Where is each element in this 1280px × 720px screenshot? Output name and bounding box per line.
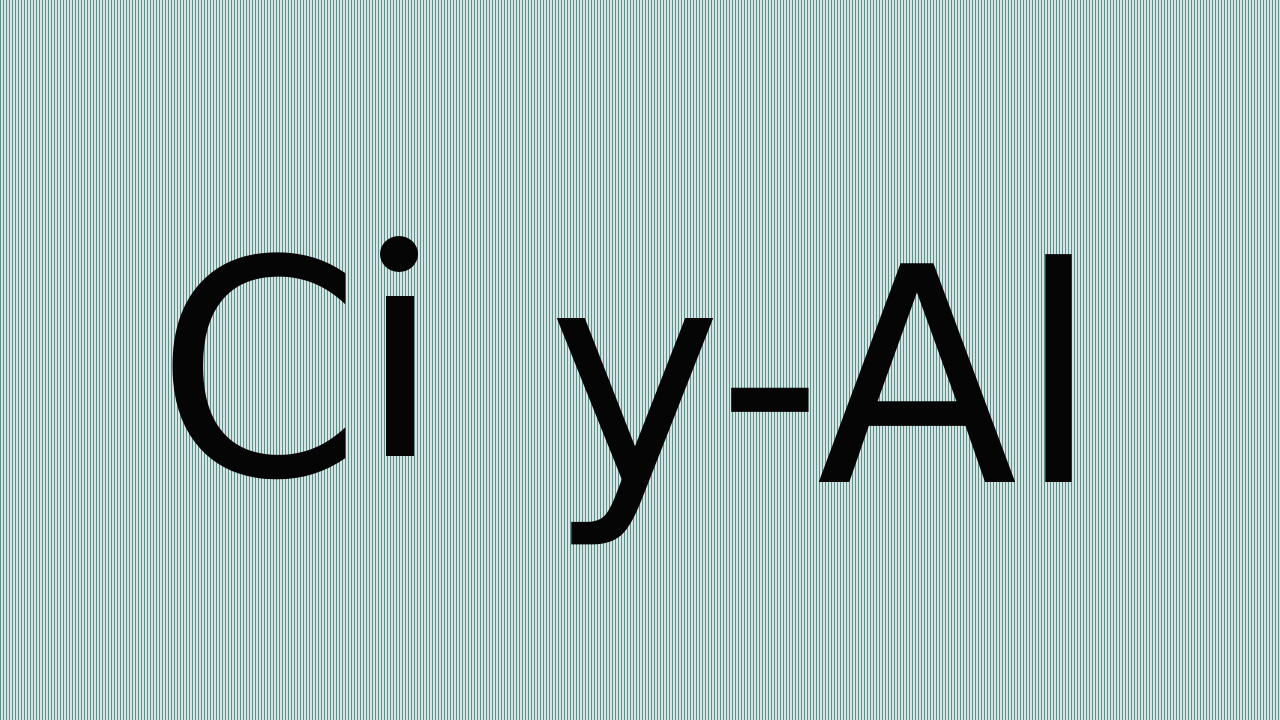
letter-i-stem xyxy=(386,296,414,456)
banner-text-y-al: y-Al xyxy=(548,204,1100,553)
banner-letter-i xyxy=(380,236,418,458)
banner-letter-c: C xyxy=(156,197,362,546)
letter-i-dot xyxy=(380,236,418,272)
